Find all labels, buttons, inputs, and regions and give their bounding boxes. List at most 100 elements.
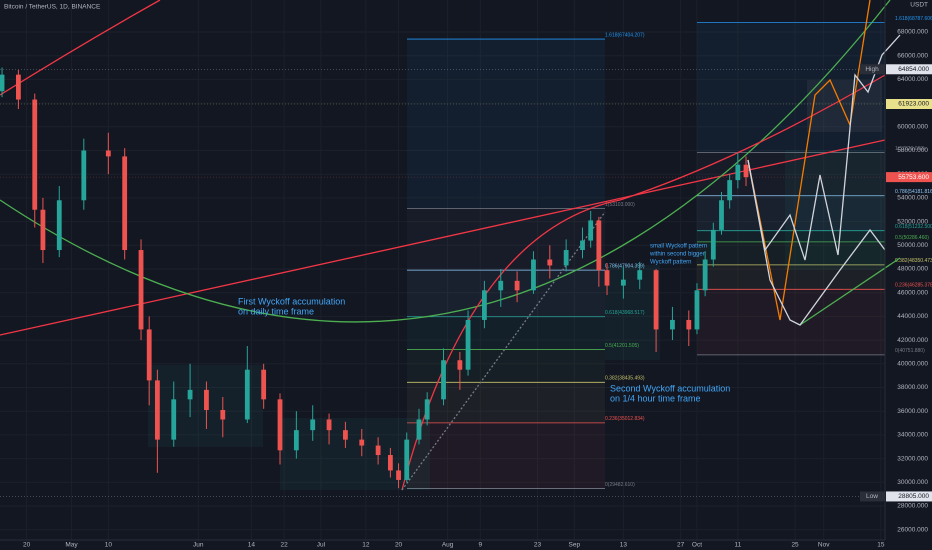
y-tick-label: 40000.000 <box>897 361 928 368</box>
candle-body <box>702 259 708 291</box>
y-tick-label: 32000.000 <box>897 455 928 462</box>
y-tick-label: 30000.000 <box>897 479 928 486</box>
candle-body <box>32 99 38 210</box>
candle-body <box>0 74 5 92</box>
candle-body <box>531 259 536 291</box>
candle-body <box>694 290 700 330</box>
zone <box>785 150 885 270</box>
fib-label: 0.5(41201.505) <box>605 343 639 349</box>
candle-body <box>498 280 504 291</box>
y-tick-label: 44000.000 <box>897 313 928 320</box>
fib-zone <box>697 289 885 355</box>
fib-zone <box>407 39 605 209</box>
price-label-box <box>886 64 932 75</box>
candles <box>0 67 749 489</box>
fib-label: 0.236(46285.378) <box>895 283 932 289</box>
fib-label: 0(40751.880) <box>895 348 925 354</box>
x-tick-label: Jun <box>193 542 204 549</box>
candle-body <box>441 360 446 400</box>
x-tick-label: 11 <box>734 542 741 549</box>
annotation: Wyckoff pattern <box>650 260 692 266</box>
fib-label: 0(29482.610) <box>605 482 635 488</box>
fib-label: 1(53103.000) <box>605 202 635 208</box>
candle-body <box>416 419 422 440</box>
candle-body <box>653 270 659 330</box>
fib-zone <box>697 230 885 242</box>
projection-white-low <box>747 159 886 326</box>
y-tick-label: 28000.000 <box>897 503 928 510</box>
candle-body <box>563 250 569 266</box>
fib-label: 1.618(68787.606) <box>895 16 932 22</box>
accumulation-zones <box>148 80 885 490</box>
candle-body <box>396 470 401 480</box>
candle-body <box>735 164 741 181</box>
fib-zone <box>407 316 605 350</box>
y-tick-label: 66000.000 <box>897 52 928 59</box>
x-tick-label: Oct <box>692 542 702 549</box>
candle-body <box>81 150 87 201</box>
candle-body <box>686 319 692 330</box>
annotation: small Wyckoff pattern <box>650 244 707 250</box>
candle-body <box>105 150 111 157</box>
fib-label: 1.618(67404.207) <box>605 32 645 38</box>
price-label-name-box <box>860 491 885 502</box>
dotted-line <box>401 211 606 491</box>
candle-body <box>588 220 594 241</box>
candle-body <box>277 399 283 451</box>
fib-zone <box>407 422 605 489</box>
x-tick-label: 25 <box>791 542 799 549</box>
candle-body <box>457 360 463 370</box>
price-label: 61923.000 <box>898 101 929 108</box>
y-tick-label: 26000.000 <box>897 526 928 533</box>
y-tick-label: 68000.000 <box>897 29 928 36</box>
zone <box>605 265 660 360</box>
price-label-box <box>886 99 932 110</box>
x-tick-label: May <box>65 542 78 549</box>
candle-body <box>40 209 46 251</box>
annotation: on daily time frame <box>238 306 314 316</box>
fib-zone <box>697 264 885 290</box>
price-label-box <box>886 172 932 183</box>
price-label: 64854.000 <box>898 66 929 73</box>
candle-body <box>187 389 193 400</box>
fib-label: 0.236(35012.834) <box>605 416 645 422</box>
candle-body <box>220 410 226 420</box>
y-tick-label: 60000.000 <box>897 124 928 131</box>
y-tick-label: 46000.000 <box>897 289 928 296</box>
candle-body <box>743 164 749 178</box>
x-tick-label: 27 <box>677 542 685 549</box>
fib-label: 1(57829.060) <box>895 146 925 152</box>
candle-body <box>481 290 487 320</box>
x-tick-label: 10 <box>105 542 113 549</box>
price-label-box <box>886 491 932 502</box>
candle-body <box>465 319 471 370</box>
chart-title: Bitcoin / TetherUS, 1D, BINANCE <box>4 4 101 11</box>
annotation: First Wyckoff accumulation <box>238 296 345 306</box>
fib-zone <box>697 195 885 231</box>
candle-body <box>154 380 160 440</box>
candle-body <box>261 369 267 400</box>
x-tick-label: Aug <box>442 542 454 549</box>
candle-body <box>375 445 381 456</box>
x-tick-label: 22 <box>280 542 288 549</box>
y-tick-label: 64000.000 <box>897 76 928 83</box>
annotation: Second Wyckoff accumulation <box>610 383 730 393</box>
candle-body <box>424 399 430 420</box>
x-tick-label: Nov <box>818 542 830 549</box>
candle-body <box>637 270 643 280</box>
y-tick-label: 58000.000 <box>897 147 928 154</box>
candle-body <box>204 389 209 411</box>
x-tick-label: Sep <box>569 542 581 549</box>
x-tick-label: 9 <box>478 542 482 549</box>
candle-body <box>171 399 177 440</box>
price-label-name-box <box>860 64 885 75</box>
x-tick-label: 13 <box>620 542 628 549</box>
candle-body <box>727 180 733 201</box>
fib-retracements: 1.618(67404.207) 1(53103.000) 0.786(47904.… <box>407 16 932 489</box>
x-tick-label: 23 <box>534 542 542 549</box>
x-tick-label: Jul <box>317 542 326 549</box>
green-trendline <box>799 257 901 326</box>
candle-body <box>310 419 316 431</box>
candle-body <box>547 259 553 266</box>
